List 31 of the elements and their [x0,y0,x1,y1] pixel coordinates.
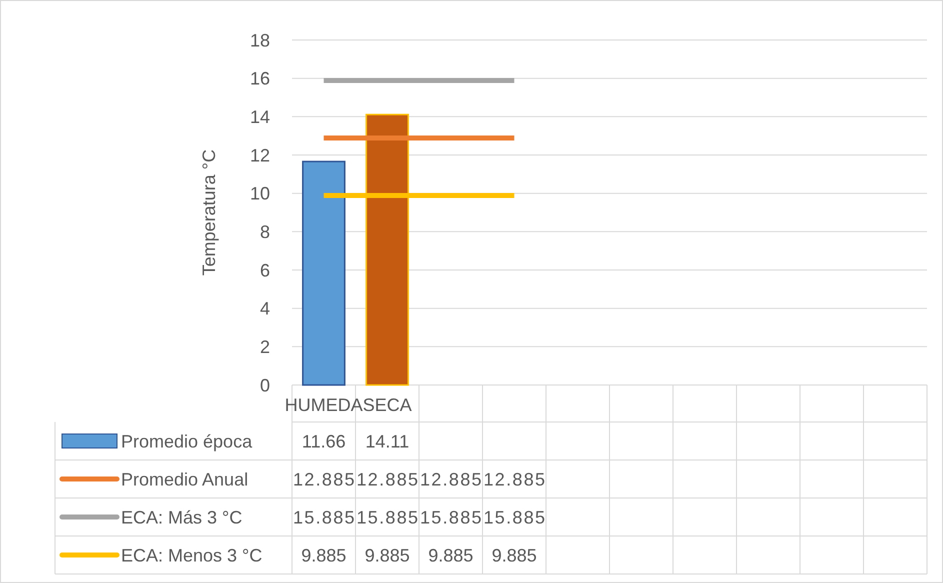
data-label: 12.885 [293,469,354,490]
data-label: 15.885 [484,507,545,528]
y-tick-label: 0 [260,375,270,396]
y-tick-label: 10 [250,184,270,204]
y-tick-label: 12 [250,145,270,166]
legend-label: Promedio Anual [121,469,248,490]
data-label: 9.885 [492,545,537,566]
y-tick-label: 4 [260,298,270,319]
y-tick-label: 6 [260,260,270,280]
legend-label: ECA: Menos 3 °C [121,545,262,566]
y-tick-label: 8 [260,222,270,242]
y-axis-title: Temperatura °C [199,149,219,276]
legend-label: ECA: Más 3 °C [121,507,242,528]
y-tick-label: 16 [250,68,270,89]
data-label: 11.66 [302,431,346,452]
data-label: 14.11 [365,431,410,452]
data-label: 12.885 [420,469,482,490]
data-label: 9.885 [428,545,474,566]
data-label: 15.885 [356,507,418,528]
data-label: 9.885 [301,545,346,566]
x-tick-label: SECA [362,395,412,415]
y-tick-label: 18 [250,30,270,50]
data-label: 15.885 [293,507,354,528]
y-tick-label: 2 [260,336,270,357]
y-tick-label: 14 [250,106,270,127]
x-tick-label: HUMEDA [284,395,363,415]
legend-label: Promedio época [121,431,254,452]
data-label: 15.885 [420,507,482,528]
data-label: 12.885 [356,469,418,490]
data-label: 9.885 [364,545,410,566]
data-label: 12.885 [484,469,545,490]
